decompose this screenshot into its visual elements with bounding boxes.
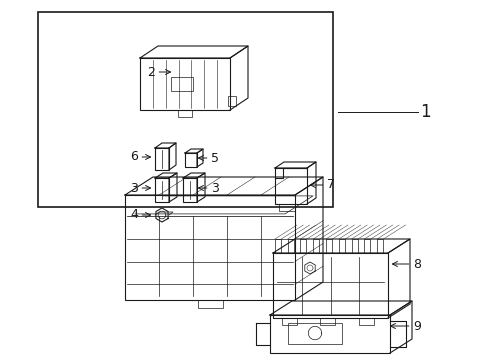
Bar: [183, 178, 197, 202]
Bar: [184, 153, 197, 167]
Bar: [287, 239, 293, 253]
Bar: [364, 239, 369, 253]
Bar: [38, 12, 332, 207]
Bar: [274, 168, 306, 204]
Bar: [125, 195, 294, 300]
Text: 9: 9: [390, 320, 420, 333]
Bar: [287, 323, 341, 343]
Bar: [376, 239, 383, 253]
Text: 3: 3: [198, 181, 219, 194]
Bar: [171, 77, 193, 91]
Text: 8: 8: [392, 257, 420, 270]
Bar: [313, 239, 319, 253]
Bar: [140, 58, 229, 110]
Text: 1: 1: [419, 103, 430, 121]
Bar: [351, 239, 357, 253]
Bar: [155, 148, 169, 170]
Bar: [272, 253, 387, 318]
Bar: [325, 239, 331, 253]
Bar: [300, 239, 306, 253]
Text: 2: 2: [147, 66, 170, 78]
Bar: [319, 318, 334, 325]
Bar: [279, 204, 294, 211]
Text: 7: 7: [310, 179, 334, 192]
Bar: [269, 315, 389, 353]
Bar: [155, 178, 169, 202]
Bar: [274, 239, 280, 253]
Text: 4: 4: [130, 208, 150, 221]
Bar: [198, 300, 223, 308]
Bar: [227, 96, 236, 106]
Text: 5: 5: [198, 152, 219, 165]
Bar: [338, 239, 344, 253]
Bar: [358, 318, 373, 325]
Text: 3: 3: [130, 181, 150, 194]
Text: 6: 6: [130, 150, 150, 163]
Bar: [178, 110, 192, 117]
Bar: [282, 318, 296, 325]
